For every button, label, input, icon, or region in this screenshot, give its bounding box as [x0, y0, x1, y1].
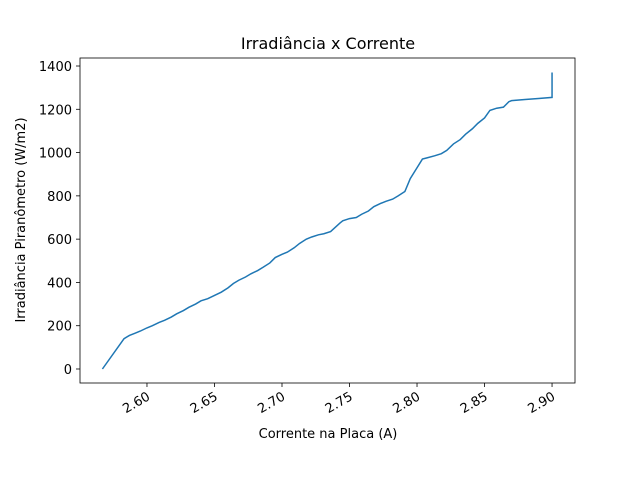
y-tick-label: 1000: [39, 147, 72, 162]
y-tick-label: 1400: [39, 60, 72, 75]
x-axis-label: Corrente na Placa (A): [259, 427, 398, 442]
y-tick-label: 1200: [39, 103, 72, 118]
chart-title: Irradiância x Corrente: [241, 34, 415, 53]
y-axis-label: Irradiância Piranômetro (W/m2): [14, 117, 29, 322]
y-tick-label: 0: [64, 363, 72, 378]
y-tick-label: 400: [47, 276, 72, 291]
data-line: [101, 72, 553, 370]
y-tick-label: 600: [47, 233, 72, 248]
y-tick-label: 800: [47, 190, 72, 205]
plot-frame: [79, 57, 576, 384]
y-tick-label: 200: [47, 320, 72, 335]
